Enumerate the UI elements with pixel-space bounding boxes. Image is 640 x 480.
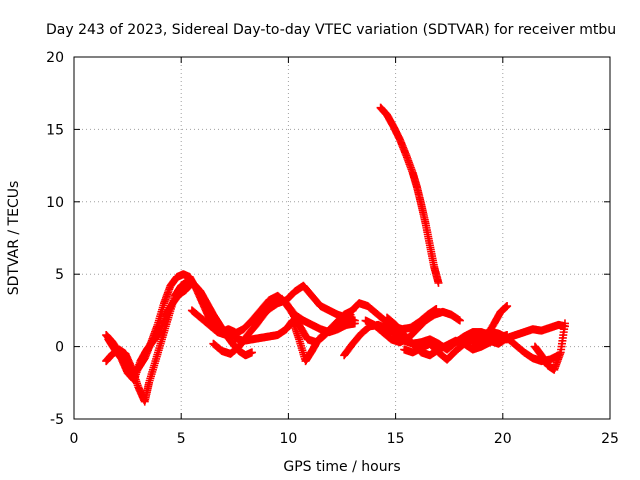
plot-frame [73,56,611,420]
y-tick-label: 20 [46,50,64,66]
series-track-3 [104,278,196,384]
x-tick-label: 10 [279,431,297,447]
data-point [434,278,443,287]
x-tick-label: 15 [387,431,405,447]
data-point [560,319,569,328]
series-track-13 [481,302,512,342]
y-tick-label: 5 [55,267,64,283]
series-track-7 [247,281,359,329]
x-tick-label: 20 [494,431,512,447]
x-tick-label: 5 [177,431,186,447]
grid [74,57,610,419]
x-tick-label: 25 [601,431,619,447]
y-tick-label: 0 [55,340,64,356]
series-track-16 [376,103,443,287]
x-axis-label: GPS time / hours [283,459,400,475]
data-points [102,103,569,406]
y-tick-label: -5 [50,412,64,428]
data-point [455,316,464,325]
chart-title: Day 243 of 2023, Sidereal Day-to-day VTE… [46,22,616,38]
y-tick-label: 10 [46,195,64,211]
y-axis-label: SDTVAR / TECUs [6,181,22,296]
y-tick-label: 15 [46,122,64,138]
x-tick-label: 0 [70,431,79,447]
data-point [350,316,359,325]
data-point [187,278,196,287]
ticks: 0 5 10 15 20 25 -5 0 5 10 15 20 [46,50,619,447]
data-point [503,302,512,311]
data-point [247,348,256,357]
series-track-15 [530,319,569,374]
